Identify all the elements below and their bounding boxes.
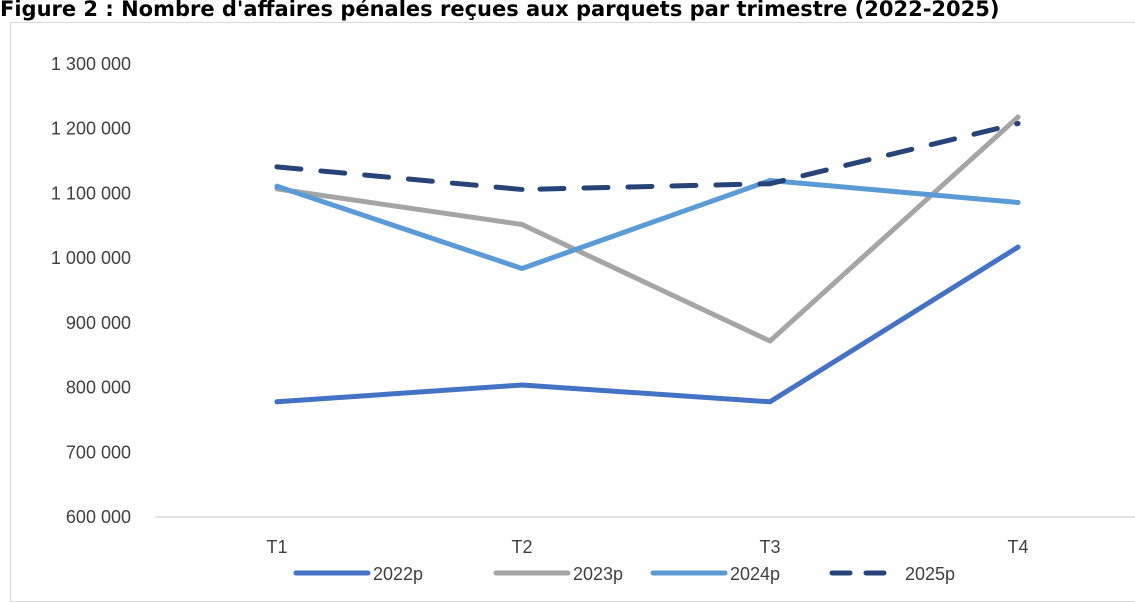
line-chart: 600 000 700 000 800 000 900 000 1 000 000 1 1… bbox=[51, 54, 1135, 584]
data-point-2023p-T4 bbox=[1015, 114, 1021, 120]
x-tick-label: T3 bbox=[759, 537, 780, 557]
data-point-2025p-T4 bbox=[1015, 121, 1021, 126]
data-point-2023p-T3 bbox=[767, 338, 773, 344]
y-tick-label: 800 000 bbox=[66, 378, 131, 398]
legend-label-2022p: 2022p bbox=[373, 564, 423, 584]
x-tick-label: T4 bbox=[1007, 537, 1028, 557]
series-line-2024p bbox=[274, 178, 1021, 271]
data-point-2025p-T3 bbox=[767, 181, 773, 187]
series-line-2023p bbox=[274, 114, 1021, 344]
y-tick-label: 1 100 000 bbox=[51, 183, 131, 203]
data-point-2022p-T4 bbox=[1015, 244, 1021, 250]
y-tick-label: 1 300 000 bbox=[51, 54, 131, 74]
data-point-2022p-T3 bbox=[767, 399, 773, 405]
data-point-2022p-T1 bbox=[274, 399, 280, 405]
chart-title: Figure 2 : Nombre d'affaires pénales reç… bbox=[0, 0, 1000, 21]
x-tick-label: T1 bbox=[266, 537, 287, 557]
data-point-2025p-T2 bbox=[519, 187, 525, 192]
y-tick-label: 900 000 bbox=[66, 313, 131, 333]
x-tick-label: T2 bbox=[511, 537, 532, 557]
legend-label-2023p: 2023p bbox=[573, 564, 623, 584]
legend-label-2024p: 2024p bbox=[730, 564, 780, 584]
data-point-2023p-T2 bbox=[519, 222, 525, 227]
data-point-2024p-T1 bbox=[274, 183, 280, 189]
legend: 2022p 2023p 2024p 2025p bbox=[293, 564, 955, 584]
y-tick-label: 600 000 bbox=[66, 507, 131, 527]
data-point-2025p-T1 bbox=[274, 164, 280, 170]
legend-label-2025p: 2025p bbox=[905, 564, 955, 584]
y-axis: 600 000 700 000 800 000 900 000 1 000 000 1 1… bbox=[51, 54, 131, 527]
data-point-2024p-T4 bbox=[1015, 200, 1021, 205]
series-line-2022p bbox=[274, 244, 1021, 405]
data-point-2024p-T2 bbox=[519, 266, 525, 271]
x-axis: T1 T2 T3 T4 bbox=[266, 537, 1028, 557]
y-tick-label: 1 000 000 bbox=[51, 248, 131, 268]
data-point-2022p-T2 bbox=[519, 382, 525, 388]
y-tick-label: 1 200 000 bbox=[51, 119, 131, 139]
series-lines bbox=[274, 114, 1021, 405]
y-tick-label: 700 000 bbox=[66, 442, 131, 462]
series-line-2025p bbox=[274, 121, 1021, 192]
